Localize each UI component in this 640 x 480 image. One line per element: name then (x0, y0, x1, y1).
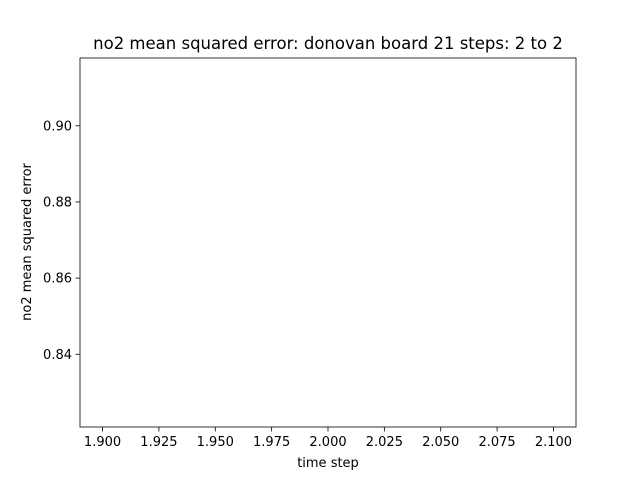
x-tick-label: 1.925 (140, 435, 177, 450)
y-axis-label: no2 mean squared error (20, 162, 35, 320)
axes-frame (79, 57, 577, 428)
x-tick-label: 2.075 (478, 435, 515, 450)
x-tick-label: 2.100 (535, 435, 572, 450)
y-tick-label: 0.90 (43, 119, 72, 134)
x-tick-label: 2.000 (309, 435, 346, 450)
x-axis-label: time step (297, 456, 359, 471)
x-tick-label: 2.025 (366, 435, 403, 450)
plot-background (80, 58, 576, 427)
x-tick-label: 1.950 (197, 435, 234, 450)
x-tick-label: 1.900 (84, 435, 121, 450)
x-tick-label: 2.050 (422, 435, 459, 450)
x-tick-label: 1.975 (253, 435, 290, 450)
y-tick-label: 0.88 (43, 195, 72, 210)
y-tick-label: 0.86 (43, 272, 72, 287)
plot-area: 1.900 1.925 1.950 1.975 2.000 2.025 2.050 2.075… (43, 57, 577, 450)
chart-title: no2 mean squared error: donovan board 21… (93, 34, 563, 53)
y-tick-label: 0.84 (43, 348, 72, 363)
